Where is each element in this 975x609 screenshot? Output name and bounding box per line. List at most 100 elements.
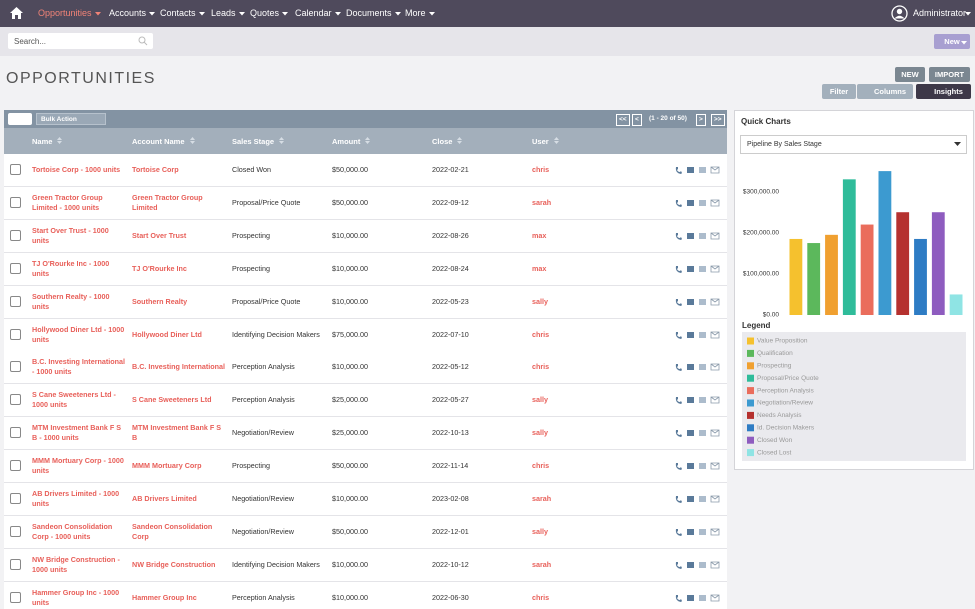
cell[interactable]: B.C. Investing International [132,362,226,372]
list-icon[interactable] [699,364,706,370]
row-checkbox[interactable] [10,394,21,406]
avatar-icon[interactable] [891,5,908,22]
cell[interactable]: Green Tractor Group Limited [132,192,203,212]
cell[interactable]: chris [532,165,550,174]
calendar-icon[interactable] [687,232,694,239]
row-checkbox[interactable] [10,493,21,504]
cell[interactable]: max [532,230,547,240]
phone-icon[interactable] [675,496,682,503]
nav-item[interactable]: Opportunities [38,8,92,18]
header-button[interactable]: IMPORT [929,67,970,82]
cell[interactable]: AB Drivers Limited [132,494,197,503]
phone-icon[interactable] [675,364,682,372]
list-icon[interactable] [699,233,706,239]
calendar-icon[interactable] [687,331,694,338]
list-icon[interactable] [699,496,706,502]
list-icon[interactable] [699,397,706,403]
nav-item[interactable]: More [405,8,426,18]
row-checkbox[interactable] [10,328,21,340]
cell[interactable]: Hammer Group Inc [132,592,197,602]
nav-item[interactable]: Calendar [295,8,332,18]
cell[interactable]: S Cane Sweeteners Ltd - 1000 units [32,390,116,410]
search-input[interactable]: Search... [8,33,153,49]
column-header[interactable]: Account Name [132,137,185,146]
cell[interactable]: sally [532,395,548,405]
phone-icon[interactable] [675,199,682,207]
cell[interactable]: MTM Investment Bank F S B - 1000 units [32,423,122,443]
column-header[interactable]: User [532,137,549,146]
row-checkbox[interactable] [10,427,21,439]
cell[interactable]: S Cane Sweeteners Ltd [132,395,212,405]
calendar-icon[interactable] [687,561,694,568]
nav-item[interactable]: Documents [346,8,392,18]
nav-item[interactable]: Leads [211,8,236,18]
cell[interactable]: sarah [532,197,552,207]
cell[interactable]: Southern Realty - 1000 units [32,291,110,311]
list-icon[interactable] [699,595,706,601]
cell[interactable]: Hollywood Diner Ltd - 1000 units [32,324,125,344]
calendar-icon[interactable] [687,463,694,470]
cell[interactable]: Sandeon Consolidation Corp [132,521,213,541]
cell[interactable]: Hollywood Diner Ltd [132,329,202,339]
pagination-last[interactable]: >> [711,114,725,126]
mail-icon[interactable] [710,199,720,207]
cell[interactable]: MMM Mortuary Corp [132,461,202,471]
mail-icon[interactable] [710,166,720,174]
phone-icon[interactable] [675,232,682,240]
row-checkbox[interactable] [10,591,21,603]
row-checkbox[interactable] [10,229,21,241]
mail-icon[interactable] [710,265,720,273]
phone-icon[interactable] [675,167,682,174]
user-menu[interactable]: Administrator [913,8,967,18]
pagination-first[interactable]: << [616,114,630,126]
cell[interactable]: chris [532,592,550,602]
cell[interactable]: MMM Mortuary Corp - 1000 units [32,456,124,476]
mail-icon[interactable] [710,594,720,602]
phone-icon[interactable] [675,265,682,273]
calendar-icon[interactable] [687,199,694,206]
mail-icon[interactable] [710,363,720,371]
list-icon[interactable] [699,200,706,206]
calendar-icon[interactable] [687,528,694,535]
row-checkbox[interactable] [10,361,21,373]
row-checkbox[interactable] [10,460,21,472]
cell[interactable]: sally [532,296,548,306]
row-checkbox[interactable] [10,262,21,274]
phone-icon[interactable] [675,298,682,306]
cell[interactable]: Southern Realty [132,296,188,306]
cell[interactable]: TJ O'Rourke Inc - 1000 units [32,258,110,278]
bulk-action[interactable]: Bulk Action [36,113,106,125]
calendar-icon[interactable] [687,265,694,272]
cell[interactable]: Start Over Trust [132,230,187,240]
phone-icon[interactable] [675,397,682,405]
cell[interactable]: sally [532,428,548,438]
mail-icon[interactable] [710,396,720,404]
cell[interactable]: TJ O'Rourke Inc [132,263,187,273]
action-button[interactable]: Insights [916,84,971,99]
nav-item[interactable]: Quotes [250,8,280,18]
cell[interactable]: Green Tractor Group Limited - 1000 units [32,192,103,212]
list-icon[interactable] [699,562,706,568]
calendar-icon[interactable] [687,430,694,437]
cell[interactable]: NW Bridge Construction [132,559,216,569]
calendar-icon[interactable] [687,397,694,404]
pagination-prev[interactable]: < [632,114,642,126]
cell[interactable]: Start Over Trust - 1000 units [32,225,109,245]
calendar-icon[interactable] [687,496,694,502]
select-all[interactable] [8,113,32,125]
column-header[interactable]: Close [432,137,453,146]
cell[interactable]: B.C. Investing International - 1000 unit… [32,357,126,377]
cell[interactable]: sarah [532,559,552,569]
cell[interactable]: AB Drivers Limited - 1000 units [32,489,120,508]
new-button[interactable]: New [934,34,970,49]
cell[interactable]: Tortoise Corp [132,165,179,174]
calendar-icon[interactable] [687,364,694,371]
pagination-next[interactable]: > [696,114,706,126]
phone-icon[interactable] [675,561,682,569]
cell[interactable]: Sandeon Consolidation Corp - 1000 units [32,521,113,541]
cell[interactable]: chris [532,329,550,339]
list-icon[interactable] [699,332,706,337]
header-button[interactable]: NEW [895,67,925,82]
cell[interactable]: sarah [532,494,552,503]
row-checkbox[interactable] [10,525,21,537]
